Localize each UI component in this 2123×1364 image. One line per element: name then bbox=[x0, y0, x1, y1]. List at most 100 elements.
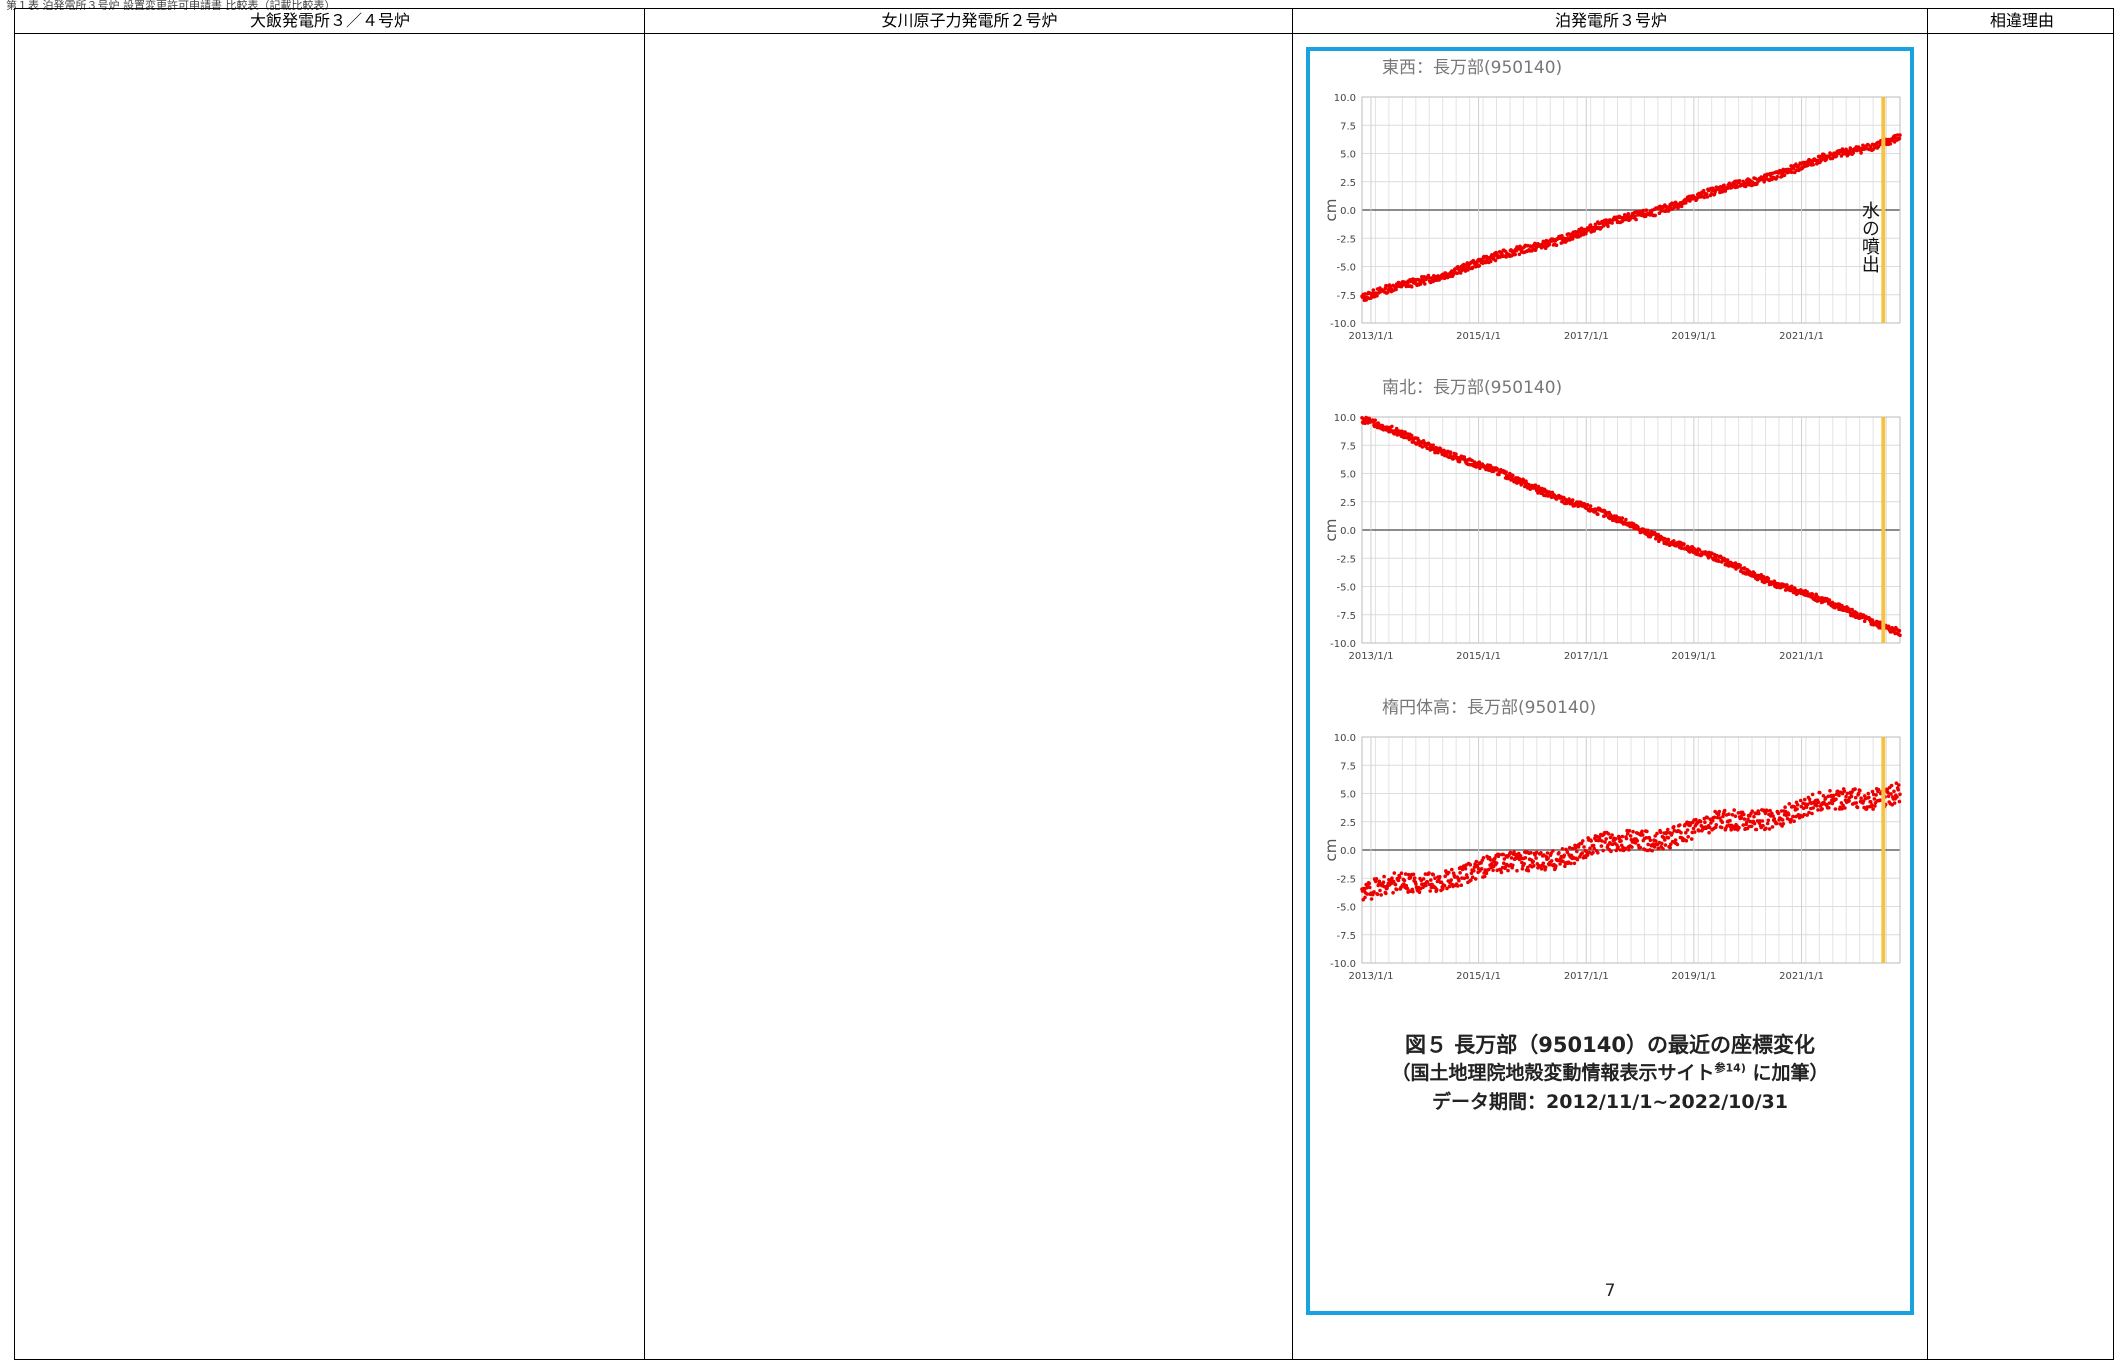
data-point bbox=[1543, 865, 1548, 870]
data-point bbox=[1477, 460, 1482, 464]
data-point bbox=[1580, 851, 1584, 855]
data-point bbox=[1641, 208, 1646, 213]
data-point bbox=[1539, 867, 1544, 871]
data-point bbox=[1456, 884, 1460, 888]
data-point bbox=[1714, 823, 1719, 827]
data-point bbox=[1626, 212, 1631, 216]
data-point bbox=[1862, 619, 1867, 623]
data-point bbox=[1658, 830, 1663, 834]
data-point bbox=[1737, 179, 1742, 183]
data-point bbox=[1892, 789, 1896, 794]
data-point bbox=[1403, 872, 1408, 876]
x-tick-label: 2017/1/1 bbox=[1564, 331, 1609, 342]
data-point bbox=[1845, 791, 1850, 796]
data-point bbox=[1497, 852, 1501, 857]
data-point bbox=[1421, 877, 1426, 881]
data-point bbox=[1557, 851, 1561, 855]
data-point bbox=[1560, 847, 1565, 851]
data-point bbox=[1394, 287, 1398, 292]
data-point bbox=[1575, 857, 1580, 862]
data-point bbox=[1742, 817, 1747, 821]
y-tick-label: 10.0 bbox=[1334, 733, 1356, 744]
data-point bbox=[1468, 863, 1473, 867]
data-point bbox=[1551, 849, 1555, 853]
data-point bbox=[1427, 871, 1431, 875]
data-point bbox=[1378, 888, 1382, 893]
data-point bbox=[1367, 881, 1371, 886]
data-point bbox=[1570, 498, 1575, 502]
data-point bbox=[1764, 826, 1768, 831]
data-point bbox=[1477, 264, 1482, 268]
data-point bbox=[1795, 803, 1800, 807]
data-point bbox=[1668, 845, 1672, 850]
data-point bbox=[1776, 811, 1781, 816]
data-point bbox=[1630, 845, 1634, 849]
data-point bbox=[1603, 840, 1607, 844]
data-point bbox=[1818, 790, 1822, 795]
data-point bbox=[1570, 846, 1575, 851]
data-point bbox=[1828, 789, 1832, 793]
data-point bbox=[1494, 861, 1499, 865]
data-point bbox=[1856, 791, 1861, 796]
data-point bbox=[1822, 152, 1826, 157]
data-point bbox=[1487, 867, 1491, 872]
data-point bbox=[1581, 839, 1585, 843]
data-point bbox=[1520, 867, 1525, 871]
data-point bbox=[1501, 852, 1505, 857]
x-tick-label: 2021/1/1 bbox=[1779, 971, 1824, 982]
data-point bbox=[1849, 794, 1854, 799]
data-point bbox=[1859, 151, 1863, 155]
data-point bbox=[1752, 814, 1756, 819]
data-point bbox=[1766, 818, 1771, 823]
y-axis-label: cm bbox=[1322, 519, 1340, 542]
data-point bbox=[1760, 819, 1765, 823]
data-point bbox=[1562, 853, 1567, 858]
data-point bbox=[1898, 133, 1902, 137]
data-point bbox=[1810, 592, 1815, 597]
data-point bbox=[1373, 418, 1377, 423]
data-point bbox=[1531, 859, 1535, 864]
data-point bbox=[1804, 805, 1809, 809]
data-point bbox=[1624, 836, 1629, 841]
data-point bbox=[1371, 291, 1375, 295]
data-point bbox=[1782, 173, 1787, 178]
data-point bbox=[1425, 879, 1429, 884]
x-tick-label: 2015/1/1 bbox=[1456, 971, 1501, 982]
data-point bbox=[1705, 815, 1710, 820]
data-point bbox=[1663, 843, 1668, 847]
data-point bbox=[1447, 884, 1452, 889]
data-point bbox=[1633, 214, 1637, 219]
data-point bbox=[1399, 871, 1404, 875]
data-point bbox=[1447, 870, 1451, 875]
data-point bbox=[1549, 859, 1554, 863]
data-point bbox=[1878, 798, 1883, 802]
data-point bbox=[1867, 795, 1871, 800]
y-tick-label: -10.0 bbox=[1330, 639, 1356, 650]
data-point bbox=[1374, 291, 1378, 295]
data-point bbox=[1663, 838, 1667, 842]
data-point bbox=[1684, 201, 1688, 205]
data-point bbox=[1755, 577, 1760, 582]
data-point bbox=[1372, 890, 1376, 894]
data-point bbox=[1417, 890, 1422, 895]
data-point bbox=[1664, 830, 1669, 835]
data-point bbox=[1873, 804, 1877, 808]
data-point bbox=[1390, 876, 1394, 880]
data-point bbox=[1684, 839, 1689, 843]
data-point bbox=[1895, 795, 1899, 799]
data-point bbox=[1484, 871, 1489, 875]
data-point bbox=[1592, 846, 1596, 851]
plot-frame bbox=[1361, 96, 1901, 324]
data-point bbox=[1454, 452, 1458, 456]
data-point bbox=[1765, 821, 1770, 826]
data-point bbox=[1529, 850, 1533, 855]
data-point bbox=[1770, 825, 1775, 829]
data-point bbox=[1602, 224, 1606, 228]
data-point bbox=[1627, 829, 1632, 833]
data-point bbox=[1679, 204, 1684, 209]
data-point bbox=[1625, 832, 1630, 836]
comparison-table: 大飯発電所３／４号炉 女川原子力発電所２号炉 泊発電所３号炉 相違理由 東西：長… bbox=[14, 8, 2114, 1360]
data-point bbox=[1443, 874, 1447, 878]
data-point bbox=[1834, 797, 1838, 801]
data-point bbox=[1806, 802, 1810, 807]
